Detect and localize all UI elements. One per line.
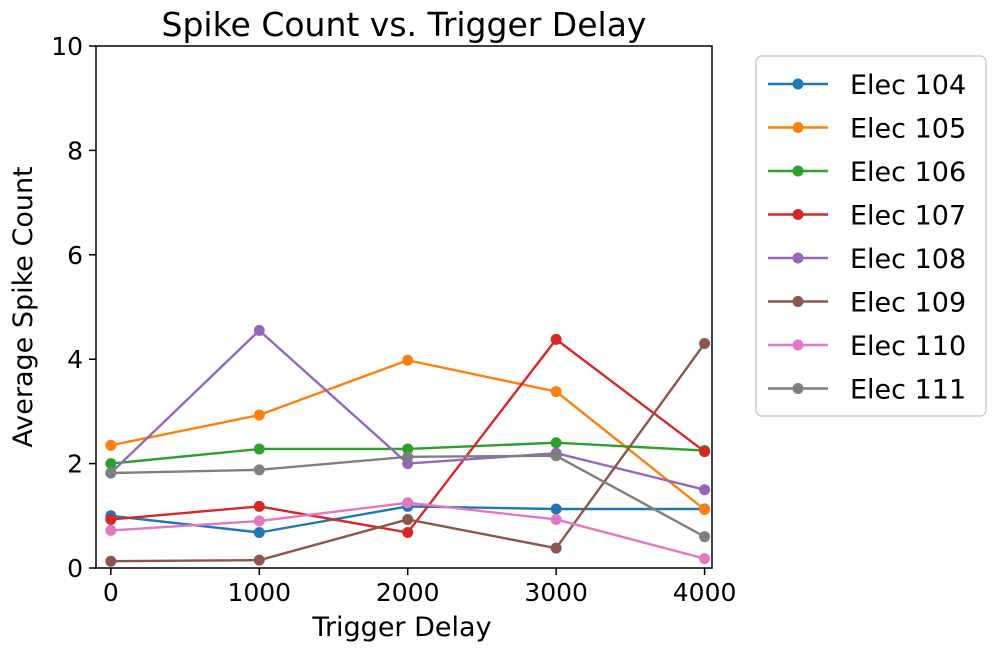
y-tick-label: 6 [67,241,83,270]
x-tick-label: 3000 [524,578,588,607]
data-point [253,500,265,512]
plot-area: 0 1000 2000 3000 4000 0 2 4 6 8 10 [51,32,736,607]
legend-marker [792,296,804,307]
legend-label: Elec 106 [850,157,966,188]
legend-label: Elec 109 [850,288,966,319]
data-point [699,504,711,516]
data-point [253,464,265,476]
series-elec-109 [105,338,711,567]
y-tick-label: 2 [67,450,83,479]
data-point [253,409,265,421]
y-tick-label: 10 [51,32,83,61]
data-point [699,531,711,543]
legend-marker [792,383,804,394]
legend-marker [792,78,804,90]
legend-item: Elec 108 [768,244,966,275]
y-tick-label: 0 [67,554,83,583]
legend-label: Elec 104 [850,70,966,101]
series-elec-107 [105,333,711,539]
series-elec-105 [105,354,711,516]
data-point [550,503,562,515]
x-tick-label: 2000 [376,578,440,607]
chart-title: Spike Count vs. Trigger Delay [162,5,647,44]
legend-item: Elec 107 [768,201,966,232]
y-axis-ticks: 0 2 4 6 8 10 [51,32,96,583]
data-point [253,554,265,566]
data-point [253,324,265,336]
data-point [699,446,711,458]
data-point [402,354,414,366]
data-point [105,439,117,451]
x-tick-label: 1000 [227,578,291,607]
data-point [402,451,414,463]
legend-label: Elec 110 [850,331,966,362]
legend-item: Elec 111 [768,375,966,406]
legend-marker [792,165,804,177]
legend: Elec 104 Elec 105 Elec 106 Elec 107 Elec 108… [755,55,987,417]
legend-item: Elec 109 [768,288,966,319]
legend-marker [792,122,804,133]
legend-item: Elec 106 [768,157,966,188]
data-point [253,443,265,455]
data-point [402,527,414,539]
x-axis-label: Trigger Delay [311,612,491,643]
legend-item: Elec 110 [768,331,966,362]
legend-marker [792,252,804,264]
y-tick-label: 8 [67,136,83,165]
data-point [253,527,265,539]
data-point [402,443,414,455]
y-axis-label: Average Spike Count [8,166,39,447]
data-point [105,458,117,470]
data-point [550,386,562,398]
x-axis-ticks: 0 1000 2000 3000 4000 [103,568,737,607]
data-point [550,513,562,525]
data-point [402,497,414,509]
legend-label: Elec 108 [850,244,966,275]
data-point [550,333,562,345]
legend-item: Elec 105 [768,114,966,145]
data-point [699,553,711,565]
series-elec-111 [105,450,711,543]
data-point [105,513,117,525]
plot-frame [95,45,713,569]
data-point [699,338,711,350]
data-point [105,467,117,479]
data-point [105,524,117,536]
y-tick-label: 4 [67,345,83,374]
legend-label: Elec 107 [850,201,966,232]
legend-frame [755,55,987,417]
data-point [105,555,117,567]
legend-item: Elec 104 [768,70,966,101]
data-point [550,542,562,554]
series-elec-110 [105,497,711,565]
legend-label: Elec 105 [850,114,966,145]
x-tick-label: 0 [103,578,119,607]
legend-marker [792,209,804,220]
data-point [550,450,562,462]
series-elec-108 [105,324,711,496]
data-point [253,515,265,527]
legend-label: Elec 111 [850,375,966,406]
data-point [550,437,562,449]
legend-marker [792,339,804,351]
x-tick-label: 4000 [673,578,737,607]
data-point [699,484,711,496]
data-point [402,513,414,525]
